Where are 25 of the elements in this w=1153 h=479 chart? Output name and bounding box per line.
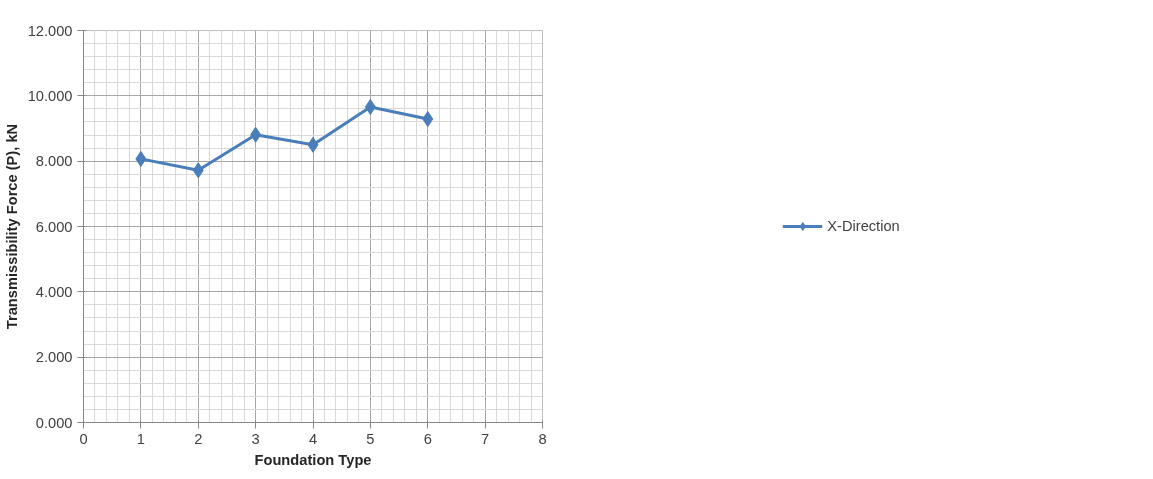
y-tick-label: 4.000	[35, 283, 73, 300]
x-tick-label: 0	[79, 430, 88, 447]
y-tick-label: 2.000	[35, 349, 73, 366]
legend-label: X-Direction	[827, 218, 900, 234]
x-tick-label: 1	[136, 430, 145, 447]
y-tick-label: 6.000	[35, 218, 73, 235]
point	[364, 98, 376, 115]
y-axis-title: Transmissibility Force (P), kN	[3, 123, 20, 330]
x-tick-label: 3	[251, 430, 260, 447]
y-tick-label: 8.000	[35, 153, 73, 170]
point	[250, 126, 262, 143]
point	[135, 150, 147, 167]
point	[307, 136, 319, 153]
y-tick-label: 0.000	[35, 414, 73, 431]
point	[192, 162, 204, 179]
x-tick-label: 7	[481, 430, 490, 447]
point	[422, 111, 434, 128]
x-tick-label: 2	[194, 430, 203, 447]
x-tick-label: 8	[538, 430, 547, 447]
x-tick-label: 6	[423, 430, 432, 447]
y-tick-label: 10.000	[27, 87, 73, 104]
x-axis-title: Foundation Type	[254, 451, 372, 468]
x-tick-label: 4	[308, 430, 318, 447]
y-tick-label: 12.000	[27, 22, 73, 39]
x-tick-label: 5	[366, 430, 375, 447]
